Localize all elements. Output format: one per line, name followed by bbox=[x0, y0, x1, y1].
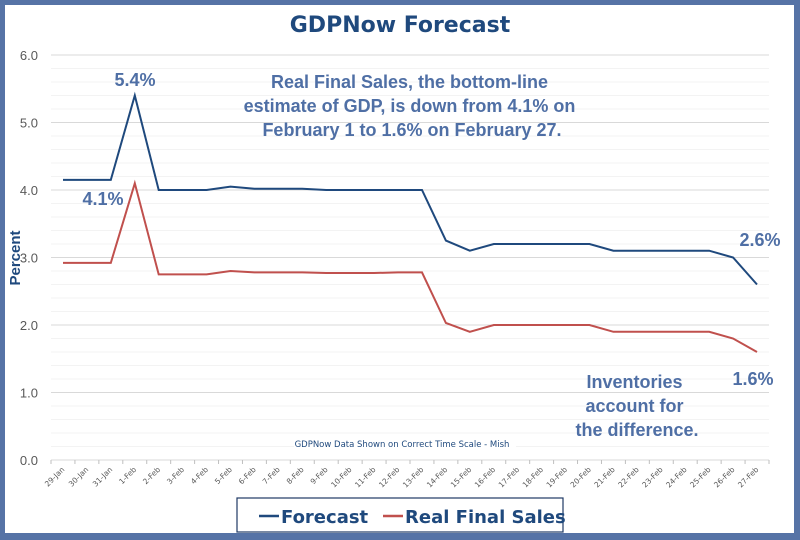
x-tick-label: 3-Feb bbox=[165, 465, 186, 486]
x-tick-label: 30-Jan bbox=[67, 465, 91, 489]
x-tick-label: 8-Feb bbox=[285, 465, 306, 486]
x-tick-label: 12-Feb bbox=[377, 465, 402, 490]
x-tick-label: 20-Feb bbox=[568, 465, 593, 490]
y-tick-label: 6.0 bbox=[20, 48, 38, 63]
series-line-forecast bbox=[63, 91, 758, 286]
y-tick-label: 5.0 bbox=[20, 116, 38, 131]
x-tick-label: 25-Feb bbox=[688, 465, 713, 490]
x-tick-label: 5-Feb bbox=[213, 465, 234, 486]
x-tick-label: 23-Feb bbox=[640, 465, 665, 490]
main-annotation-line: February 1 to 1.6% on February 27. bbox=[262, 120, 561, 140]
x-tick-label: 2-Feb bbox=[141, 465, 162, 486]
legend-label-real-final-sales: Real Final Sales bbox=[405, 507, 566, 528]
x-tick-label: 11-Feb bbox=[353, 465, 378, 490]
y-axis-label: Percent bbox=[7, 230, 24, 285]
legend: Forecast Real Final Sales bbox=[236, 497, 566, 533]
x-tick-label: 15-Feb bbox=[449, 465, 474, 490]
data-label-forecast-end: 2.6% bbox=[739, 230, 780, 250]
series-lines bbox=[63, 91, 758, 353]
x-axis-ticks: 29-Jan 30-Jan 31-Jan 1-Feb 2-Feb 3-Feb 4-Feb 5-… bbox=[43, 460, 770, 490]
x-tick-label: 4-Feb bbox=[189, 465, 210, 486]
y-tick-label: 1.0 bbox=[20, 386, 38, 401]
x-tick-label: 17-Feb bbox=[497, 465, 522, 490]
y-tick-label: 3.0 bbox=[20, 251, 38, 266]
data-label-forecast-peak: 5.4% bbox=[114, 70, 155, 90]
x-tick-label: 21-Feb bbox=[592, 465, 617, 490]
source-note-bg bbox=[294, 437, 516, 451]
data-label-rfs-end: 1.6% bbox=[732, 369, 773, 389]
source-note: GDPNow Data Shown on Correct Time Scale … bbox=[295, 440, 510, 450]
x-tick-label: 13-Feb bbox=[401, 465, 426, 490]
x-tick-label: 29-Jan bbox=[43, 465, 67, 489]
main-annotation-line: Real Final Sales, the bottom-line bbox=[271, 72, 548, 92]
inventories-annotation-line: account for bbox=[585, 396, 683, 416]
series-line-real-final-sales bbox=[63, 179, 758, 353]
x-tick-label: 6-Feb bbox=[237, 465, 258, 486]
x-tick-label: 27-Feb bbox=[736, 465, 761, 490]
data-label-rfs-peak: 4.1% bbox=[82, 189, 123, 209]
chart-title: GDPNow Forecast bbox=[290, 13, 511, 38]
x-tick-label: 10-Feb bbox=[329, 465, 354, 490]
x-tick-label: 24-Feb bbox=[664, 465, 689, 490]
y-tick-label: 2.0 bbox=[20, 318, 38, 333]
inventories-annotation-line: the difference. bbox=[575, 420, 698, 440]
main-annotation: Real Final Sales, the bottom-line estima… bbox=[244, 72, 581, 140]
x-tick-label: 31-Jan bbox=[91, 465, 115, 489]
x-tick-label: 22-Feb bbox=[616, 465, 641, 490]
x-tick-label: 19-Feb bbox=[545, 465, 570, 490]
y-axis-ticks: 0.0 1.0 2.0 3.0 4.0 5.0 6.0 bbox=[20, 48, 38, 468]
x-tick-label: 26-Feb bbox=[712, 465, 737, 490]
x-tick-label: 7-Feb bbox=[261, 465, 282, 486]
x-tick-label: 9-Feb bbox=[309, 465, 330, 486]
legend-label-forecast: Forecast bbox=[281, 507, 369, 528]
y-tick-label: 4.0 bbox=[20, 183, 38, 198]
x-tick-label: 16-Feb bbox=[473, 465, 498, 490]
main-annotation-line: estimate of GDP, is down from 4.1% on bbox=[244, 96, 576, 116]
y-tick-label: 0.0 bbox=[20, 453, 38, 468]
inventories-annotation-line: Inventories bbox=[586, 372, 682, 392]
x-tick-label: 18-Feb bbox=[521, 465, 546, 490]
x-tick-label: 14-Feb bbox=[425, 465, 450, 490]
inventories-annotation: Inventories account for the difference. bbox=[575, 372, 698, 440]
x-tick-label: 1-Feb bbox=[117, 465, 138, 486]
